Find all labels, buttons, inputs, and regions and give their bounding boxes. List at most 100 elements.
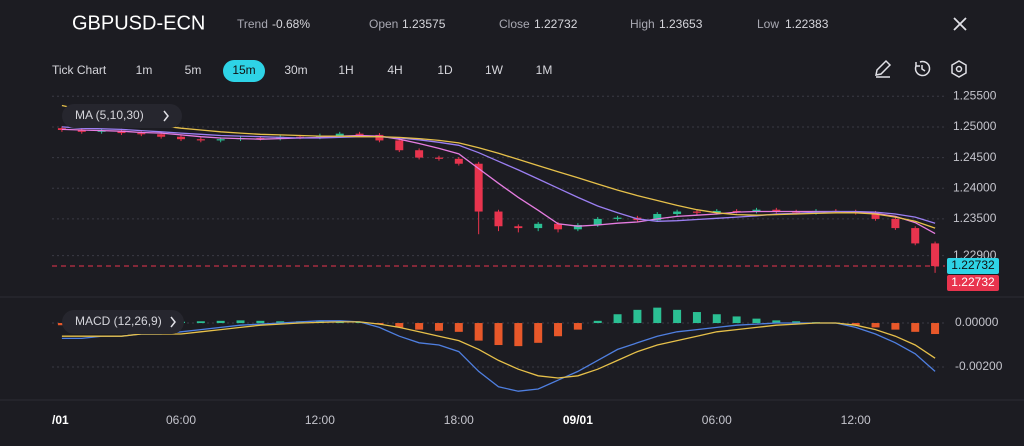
- y-tick-label: 1.24500: [953, 150, 997, 164]
- macd-bar: [236, 320, 245, 324]
- macd-bar: [276, 321, 285, 324]
- candle-body: [772, 209, 781, 212]
- macd-tick-label: -0.00200: [955, 359, 1003, 373]
- candle-body: [196, 139, 205, 141]
- macd-line: [61, 320, 936, 392]
- candle-body: [653, 213, 662, 221]
- macd-bar: [256, 320, 265, 324]
- macd-bar: [712, 314, 721, 324]
- macd-bar: [434, 323, 443, 331]
- last-price-badge: [947, 257, 999, 274]
- timeframe[interactable]: 5m: [185, 63, 202, 77]
- macd-bar: [752, 318, 761, 324]
- signal-line: [61, 321, 936, 379]
- last-price-label: 1.22732: [951, 258, 995, 272]
- low-value: 1.22383: [785, 17, 829, 31]
- x-tick-label: 18:00: [444, 413, 474, 427]
- candle-body: [732, 210, 741, 212]
- x-tick-label: 12:00: [841, 413, 871, 427]
- macd-label: MACD (12,26,9): [75, 314, 162, 328]
- candle-body: [375, 134, 384, 141]
- macd-bar: [891, 323, 900, 330]
- timeframe[interactable]: 1W: [485, 63, 504, 77]
- open-value: 1.23575: [402, 17, 446, 31]
- close-price-badge: [947, 274, 999, 291]
- low-label: Low: [757, 17, 779, 31]
- candle-body: [613, 217, 622, 219]
- candle-body: [752, 209, 761, 212]
- timeframe[interactable]: 1D: [437, 63, 453, 77]
- macd-tick-label: 0.00000: [955, 315, 999, 329]
- symbol: GBPUSD-ECN: [72, 12, 205, 34]
- candle-body: [415, 150, 424, 158]
- macd-legend[interactable]: [62, 310, 184, 334]
- timeframe[interactable]: 15m: [232, 63, 255, 77]
- high-label: High: [630, 17, 655, 31]
- candle-body: [176, 136, 185, 140]
- ma-chevron: [163, 110, 169, 122]
- macd-bar: [792, 321, 801, 324]
- macd-bar: [692, 312, 701, 324]
- high-value: 1.23653: [659, 17, 703, 31]
- macd-bar: [415, 323, 424, 330]
- candle-body: [593, 218, 602, 226]
- y-tick-label: 1.25500: [953, 88, 997, 102]
- candle-body: [395, 140, 404, 151]
- y-tick-label: 1.23500: [953, 211, 997, 225]
- close-label: Close: [499, 17, 530, 31]
- macd-bar: [196, 321, 205, 324]
- timeframe[interactable]: 4H: [387, 63, 402, 77]
- y-tick-label: 1.24000: [953, 180, 997, 194]
- history-tool[interactable]: [914, 60, 931, 77]
- macd-bar: [732, 316, 741, 324]
- ma-line: [61, 128, 936, 235]
- close-value: 1.22732: [534, 17, 578, 31]
- macd-bar: [653, 307, 662, 324]
- draw-tool[interactable]: [875, 59, 892, 78]
- macd-bar: [57, 323, 66, 326]
- ma-legend[interactable]: [62, 104, 182, 128]
- macd-bar: [673, 309, 682, 324]
- candle-body: [673, 211, 682, 214]
- candle-body: [157, 134, 166, 137]
- macd-bar: [216, 320, 225, 324]
- trend-label: Trend: [237, 17, 268, 31]
- settings-tool[interactable]: [951, 60, 967, 78]
- macd-bar: [931, 323, 940, 335]
- candle-body: [137, 133, 146, 135]
- candle-body: [434, 157, 443, 159]
- candle-body: [216, 139, 225, 141]
- timeframe[interactable]: 1H: [338, 63, 353, 77]
- candle-body: [891, 218, 900, 229]
- candle-body: [474, 163, 483, 212]
- candle-body: [712, 210, 721, 213]
- candle-body: [554, 223, 563, 230]
- candle-body: [534, 223, 543, 229]
- macd-bar: [911, 323, 920, 332]
- timeframe[interactable]: 1M: [536, 63, 553, 77]
- candle-body: [296, 136, 305, 138]
- timeframe[interactable]: 30m: [284, 63, 307, 77]
- macd-bar: [573, 323, 582, 330]
- close-button[interactable]: [953, 17, 967, 31]
- macd-bar: [633, 309, 642, 324]
- timeframe-selected[interactable]: [223, 60, 265, 82]
- x-tick-label: 09/01: [563, 413, 593, 427]
- timeframe[interactable]: Tick Chart: [52, 63, 107, 77]
- candle-body: [256, 137, 265, 139]
- macd-bar: [871, 323, 880, 328]
- timeframe[interactable]: 1m: [136, 63, 153, 77]
- candle-body: [355, 133, 364, 135]
- macd-bar: [554, 323, 563, 337]
- macd-chevron: [170, 316, 176, 328]
- ma-line: [61, 104, 936, 229]
- candle-body: [335, 133, 344, 136]
- close-price-label: 1.22732: [951, 275, 995, 289]
- macd-bar: [851, 323, 860, 326]
- macd-bar: [395, 323, 404, 328]
- macd-bar: [534, 323, 543, 343]
- macd-bar: [514, 323, 523, 347]
